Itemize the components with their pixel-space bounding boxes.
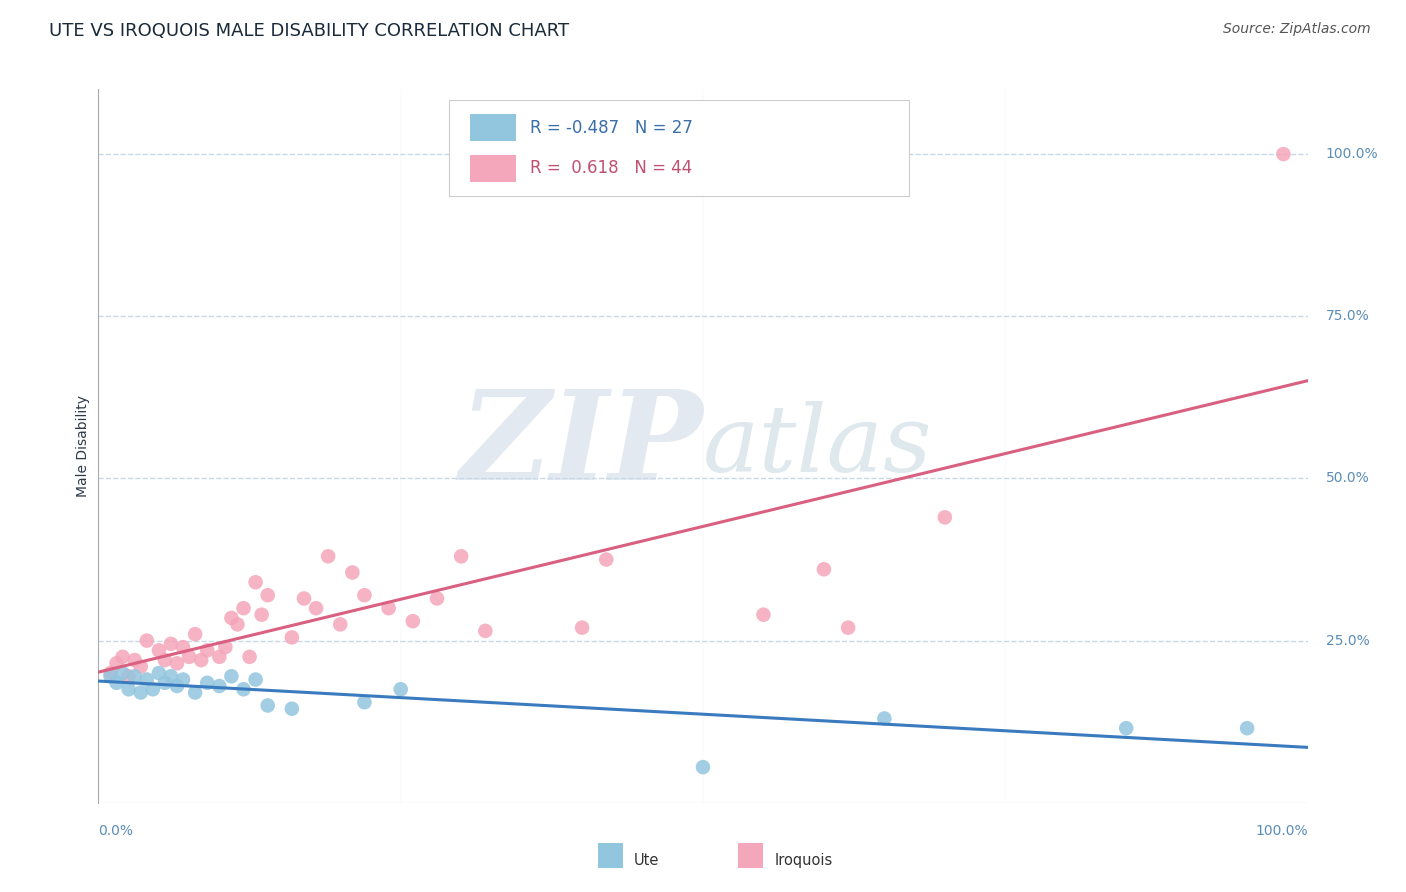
- Point: [377, 601, 399, 615]
- Point: [118, 669, 141, 683]
- Point: [148, 643, 170, 657]
- Point: [813, 562, 835, 576]
- Point: [353, 695, 375, 709]
- Text: 75.0%: 75.0%: [1326, 310, 1369, 323]
- Point: [184, 627, 207, 641]
- Point: [184, 685, 207, 699]
- Point: [208, 679, 231, 693]
- Point: [190, 653, 212, 667]
- Point: [1236, 721, 1258, 735]
- Point: [177, 649, 201, 664]
- Point: [250, 607, 273, 622]
- Point: [166, 679, 188, 693]
- Point: [389, 682, 412, 697]
- FancyBboxPatch shape: [449, 100, 908, 196]
- Point: [118, 682, 141, 697]
- Point: [153, 653, 176, 667]
- Point: [221, 611, 243, 625]
- Text: 0.0%: 0.0%: [98, 824, 134, 838]
- Point: [245, 575, 267, 590]
- Point: [245, 673, 267, 687]
- Point: [232, 682, 254, 697]
- Point: [329, 617, 352, 632]
- Text: atlas: atlas: [703, 401, 932, 491]
- Point: [1115, 721, 1137, 735]
- Point: [153, 675, 176, 690]
- Point: [214, 640, 236, 654]
- Text: Source: ZipAtlas.com: Source: ZipAtlas.com: [1223, 22, 1371, 37]
- Point: [239, 649, 262, 664]
- Point: [837, 621, 859, 635]
- Y-axis label: Male Disability: Male Disability: [76, 395, 90, 497]
- Point: [100, 666, 122, 681]
- Text: Ute: Ute: [634, 854, 659, 868]
- Point: [111, 649, 134, 664]
- Point: [281, 702, 304, 716]
- Point: [281, 631, 304, 645]
- Point: [402, 614, 425, 628]
- Text: 100.0%: 100.0%: [1326, 147, 1378, 161]
- Point: [342, 566, 364, 580]
- Point: [135, 673, 157, 687]
- Point: [160, 637, 183, 651]
- Point: [124, 653, 146, 667]
- Point: [595, 552, 617, 566]
- Point: [353, 588, 375, 602]
- Point: [111, 666, 134, 681]
- Text: R = -0.487   N = 27: R = -0.487 N = 27: [530, 119, 693, 136]
- Point: [232, 601, 254, 615]
- Point: [316, 549, 339, 564]
- Point: [305, 601, 328, 615]
- Point: [105, 675, 128, 690]
- Point: [1272, 147, 1295, 161]
- Point: [148, 666, 170, 681]
- Point: [752, 607, 775, 622]
- Bar: [470, 155, 516, 182]
- Point: [873, 711, 896, 725]
- Point: [221, 669, 243, 683]
- Point: [100, 669, 122, 683]
- Point: [692, 760, 714, 774]
- Point: [105, 657, 128, 671]
- Text: 50.0%: 50.0%: [1326, 472, 1369, 485]
- Point: [124, 669, 146, 683]
- Text: 100.0%: 100.0%: [1256, 824, 1308, 838]
- Point: [195, 643, 218, 657]
- Point: [135, 633, 157, 648]
- Point: [450, 549, 472, 564]
- Text: Iroquois: Iroquois: [775, 854, 832, 868]
- Point: [160, 669, 183, 683]
- Point: [208, 649, 231, 664]
- Text: UTE VS IROQUOIS MALE DISABILITY CORRELATION CHART: UTE VS IROQUOIS MALE DISABILITY CORRELAT…: [49, 22, 569, 40]
- Bar: [470, 114, 516, 141]
- Point: [172, 640, 194, 654]
- Point: [195, 675, 218, 690]
- Text: 25.0%: 25.0%: [1326, 633, 1369, 648]
- Point: [256, 588, 278, 602]
- Point: [226, 617, 249, 632]
- Text: ZIP: ZIP: [460, 385, 703, 507]
- Point: [142, 682, 165, 697]
- Point: [166, 657, 188, 671]
- Point: [172, 673, 194, 687]
- Point: [292, 591, 315, 606]
- Point: [474, 624, 496, 638]
- Point: [426, 591, 449, 606]
- Point: [256, 698, 278, 713]
- Point: [129, 685, 152, 699]
- Point: [571, 621, 593, 635]
- Point: [934, 510, 956, 524]
- Text: R =  0.618   N = 44: R = 0.618 N = 44: [530, 160, 692, 178]
- Point: [129, 659, 152, 673]
